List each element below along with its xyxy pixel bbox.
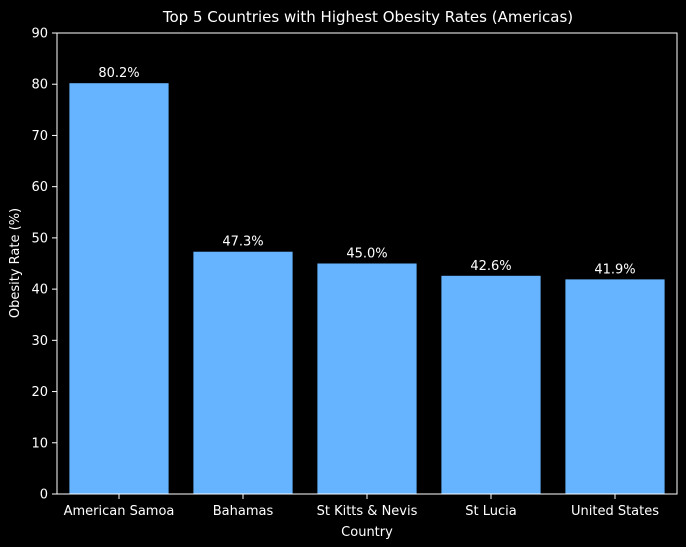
x-tick-label: United States bbox=[571, 504, 659, 519]
y-tick-label: 50 bbox=[31, 231, 48, 246]
x-axis-label: Country bbox=[341, 525, 393, 540]
bar bbox=[69, 83, 169, 494]
data-label: 41.9% bbox=[594, 262, 635, 277]
bar bbox=[441, 275, 541, 494]
plot-area: 80.2% American Samoa 47.3% Bahamas 45.0% St K… bbox=[31, 27, 678, 519]
x-tick-label: Bahamas bbox=[213, 504, 274, 519]
bar bbox=[565, 279, 665, 494]
y-tick-label: 40 bbox=[31, 283, 48, 298]
y-tick-label: 30 bbox=[31, 334, 48, 349]
y-tick-label: 20 bbox=[31, 385, 48, 400]
data-label: 80.2% bbox=[98, 66, 139, 81]
chart-title: Top 5 Countries with Highest Obesity Rat… bbox=[162, 8, 573, 26]
plot-frame bbox=[56, 32, 678, 495]
x-tick-label: St Kitts & Nevis bbox=[317, 504, 418, 519]
y-tick-label: 60 bbox=[31, 180, 48, 195]
bar bbox=[317, 263, 417, 494]
y-tick-label: 0 bbox=[40, 488, 48, 503]
x-tick-label: St Lucia bbox=[465, 504, 516, 519]
data-label: 42.6% bbox=[470, 259, 511, 274]
data-label: 45.0% bbox=[346, 247, 387, 262]
y-tick-label: 80 bbox=[31, 78, 48, 93]
bar bbox=[193, 251, 293, 494]
x-tick-label: American Samoa bbox=[64, 504, 175, 519]
y-axis-label: Obesity Rate (%) bbox=[8, 208, 23, 318]
y-tick-label: 70 bbox=[31, 129, 48, 144]
data-label: 47.3% bbox=[222, 235, 263, 250]
y-tick-label: 90 bbox=[31, 27, 48, 42]
y-tick-label: 10 bbox=[31, 436, 48, 451]
